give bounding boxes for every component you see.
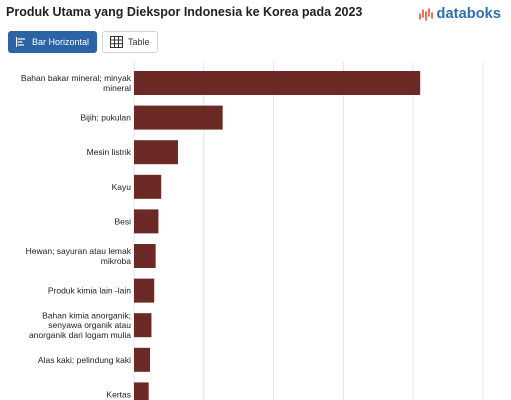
- bar-chart-icon: [16, 37, 25, 47]
- bar[interactable]: [134, 382, 149, 400]
- bar[interactable]: [134, 71, 421, 95]
- category-label: Produk kimia lain -lain: [48, 286, 131, 296]
- bar-horizontal-label: Bar Horizontal: [32, 37, 90, 47]
- bar[interactable]: [134, 105, 223, 130]
- category-label: Bijih; pukulan: [80, 113, 131, 123]
- bar[interactable]: [134, 140, 178, 165]
- category-label: Bahan kimia anorganik; senyawa organik at…: [29, 311, 131, 340]
- view-toggle: Bar Horizontal Table: [8, 31, 158, 53]
- brand-name: databoks: [436, 6, 501, 22]
- category-label: Bahan bakar mineral; minyak mineral: [21, 73, 132, 93]
- category-label: Hewan; sayuran atau lemak mikroba: [26, 246, 132, 266]
- category-label: Kertas: [106, 389, 131, 399]
- category-label: Kayu: [112, 182, 132, 192]
- chart-header: Produk Utama yang Diekspor Indonesia ke …: [6, 4, 505, 24]
- databoks-logo-icon: [418, 8, 433, 21]
- bar[interactable]: [134, 347, 151, 372]
- bar[interactable]: [134, 278, 155, 303]
- chart-title: Produk Utama yang Diekspor Indonesia ke …: [6, 5, 363, 19]
- databoks-logo[interactable]: databoks: [418, 4, 501, 24]
- bar[interactable]: [134, 244, 156, 268]
- bar[interactable]: [134, 313, 152, 338]
- bar[interactable]: [134, 209, 159, 234]
- bar-chart-svg: Bahan bakar mineral; minyak mineral Bijih;…: [21, 62, 484, 400]
- table-button[interactable]: Table: [102, 31, 158, 53]
- bar-horizontal-button[interactable]: Bar Horizontal: [8, 31, 98, 53]
- category-label: Mesin listrik: [87, 147, 132, 157]
- table-label: Table: [128, 37, 150, 47]
- category-label: Besi: [114, 216, 131, 226]
- category-label: Alas kaki; pelindung kaki: [38, 355, 131, 365]
- bar[interactable]: [134, 174, 162, 199]
- bar-chart: Bahan bakar mineral; minyak mineral Bijih;…: [0, 62, 511, 400]
- table-grid-icon: [110, 36, 124, 48]
